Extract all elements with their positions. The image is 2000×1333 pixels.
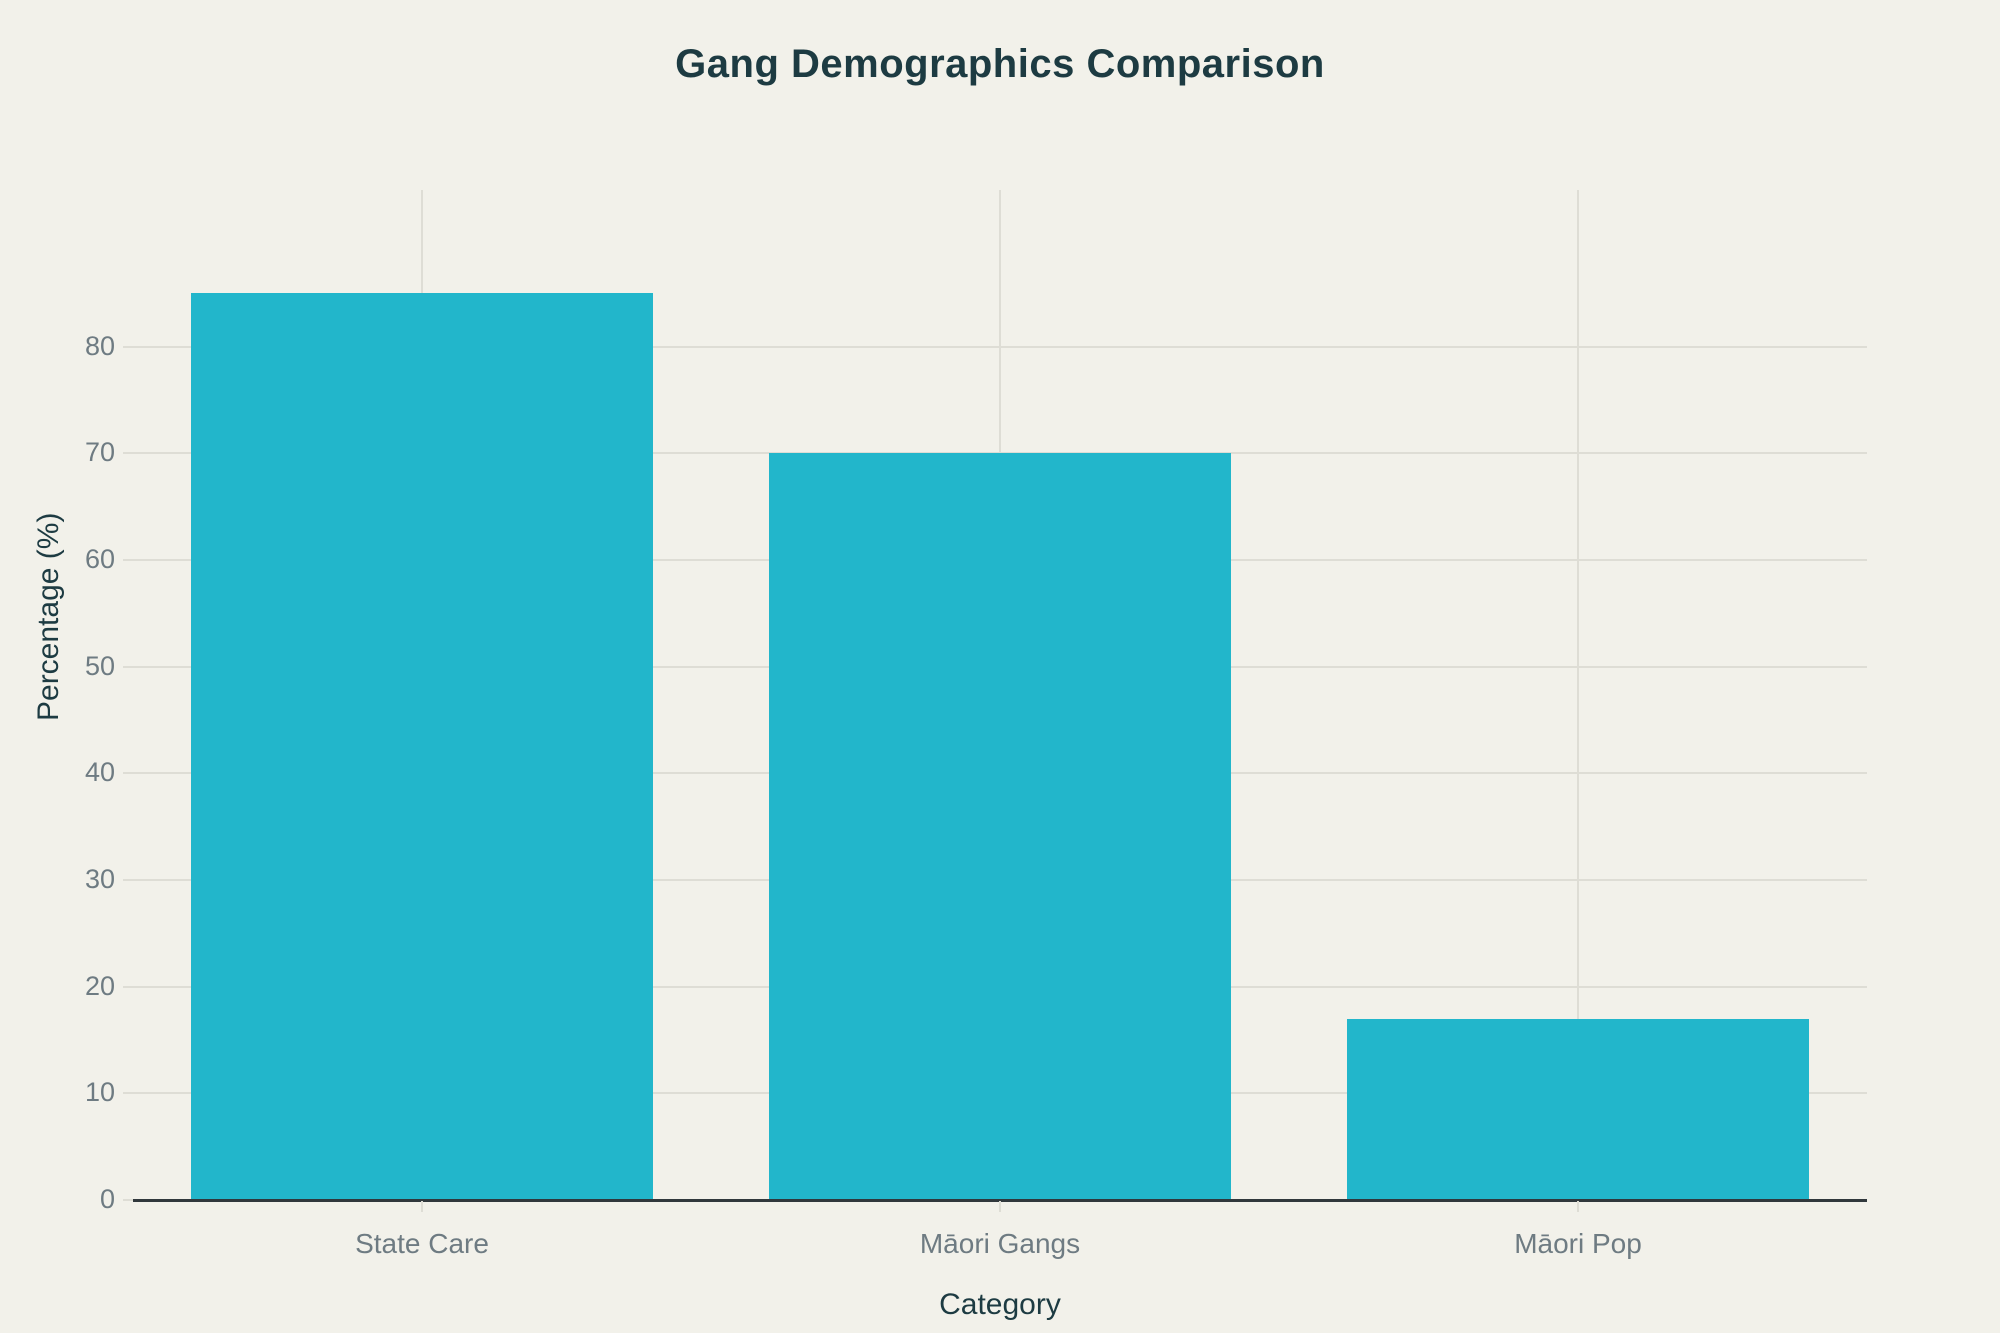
y-tick-mark bbox=[123, 772, 133, 775]
y-tick-label: 20 bbox=[84, 970, 115, 1001]
x-axis-line bbox=[133, 1199, 1867, 1202]
y-tick-mark bbox=[123, 879, 133, 882]
y-tick-label: 30 bbox=[84, 864, 115, 895]
vertical-gridline bbox=[1577, 190, 1579, 1200]
bar bbox=[768, 453, 1232, 1200]
x-axis-title: Category bbox=[939, 1288, 1061, 1321]
y-tick-mark bbox=[123, 559, 133, 562]
y-tick-label: 40 bbox=[84, 757, 115, 788]
y-tick-mark bbox=[123, 985, 133, 988]
y-tick-mark bbox=[123, 1092, 133, 1095]
y-tick-mark bbox=[123, 665, 133, 668]
y-tick-label: 80 bbox=[84, 330, 115, 361]
y-tick-label: 60 bbox=[84, 544, 115, 575]
y-tick-label: 0 bbox=[99, 1184, 115, 1214]
y-tick-label: 50 bbox=[84, 650, 115, 681]
x-tick-mark bbox=[1577, 1201, 1579, 1212]
x-tick-label: State Care bbox=[355, 1228, 489, 1259]
x-tick-label: Māori Gangs bbox=[919, 1228, 1081, 1259]
x-tick-mark bbox=[999, 1201, 1001, 1212]
x-tick-mark bbox=[421, 1201, 423, 1212]
bar bbox=[190, 293, 654, 1200]
y-tick-mark bbox=[123, 452, 133, 455]
x-tick-label: Māori Pop bbox=[1514, 1228, 1642, 1259]
y-tick-mark bbox=[123, 345, 133, 348]
y-tick-label: 10 bbox=[84, 1077, 115, 1108]
bar bbox=[1346, 1018, 1810, 1200]
y-tick-mark bbox=[123, 1199, 133, 1201]
chart-title: Gang Demographics Comparison bbox=[675, 42, 1325, 86]
y-tick-label: 70 bbox=[84, 437, 115, 468]
horizontal-gridline bbox=[133, 345, 1867, 348]
